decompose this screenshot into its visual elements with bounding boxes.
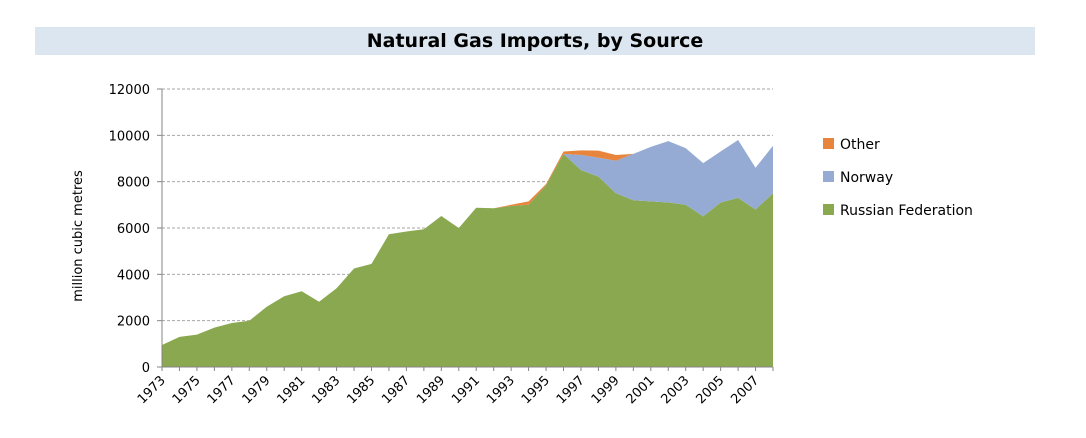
axes (157, 88, 774, 371)
y-axis-title: million cubic metres (71, 170, 86, 302)
x-tick-label: 1989 (414, 373, 448, 407)
chart-title-bar: Natural Gas Imports, by Source (35, 27, 1035, 55)
legend-label-norway: Norway (840, 170, 893, 186)
x-tick-label: 1975 (170, 373, 204, 407)
area-series-group (162, 140, 773, 367)
x-tick-label: 2003 (659, 373, 693, 407)
area-norway (162, 140, 773, 345)
y-tick-labels: 0 2000 4000 6000 8000 10000 12000 (109, 83, 150, 376)
legend-swatch-russian-federation (823, 204, 834, 215)
legend-label-russian-federation: Russian Federation (840, 203, 973, 219)
x-tick-label: 1999 (589, 373, 623, 407)
y-tick-label: 12000 (109, 83, 150, 98)
x-tick-label: 1981 (274, 373, 308, 407)
x-tick-label: 2007 (728, 373, 762, 407)
x-tick-label: 2005 (693, 373, 727, 407)
x-tick-label: 1977 (205, 373, 239, 407)
area-russian-federation (162, 153, 773, 367)
x-tick-label: 1993 (484, 373, 518, 407)
y-tick-label: 6000 (117, 222, 150, 237)
x-tick-label: 1987 (379, 373, 413, 407)
x-tick-label: 1973 (135, 373, 169, 407)
y-tick-label: 8000 (117, 176, 150, 191)
legend-swatch-norway (823, 171, 834, 182)
y-tick-label: 2000 (117, 315, 150, 330)
chart-title: Natural Gas Imports, by Source (366, 30, 704, 52)
x-tick-label: 1991 (449, 373, 483, 407)
legend-swatch-other (823, 138, 834, 149)
y-tick-label: 4000 (117, 268, 150, 283)
x-tick-label: 1985 (344, 373, 378, 407)
legend: Other Norway Russian Federation (823, 137, 973, 219)
x-tick-label: 2001 (624, 373, 658, 407)
x-tick-label: 1995 (519, 373, 553, 407)
x-tick-labels: 1973 1975 1977 1979 1981 1983 1985 1987 1989 1991… (135, 373, 763, 407)
x-tick-label: 1979 (240, 373, 274, 407)
x-tick-label: 1983 (309, 373, 343, 407)
x-tick-label: 1997 (554, 373, 588, 407)
legend-label-other: Other (840, 137, 880, 153)
y-tick-label: 10000 (109, 129, 150, 144)
y-tick-label: 0 (142, 361, 150, 376)
